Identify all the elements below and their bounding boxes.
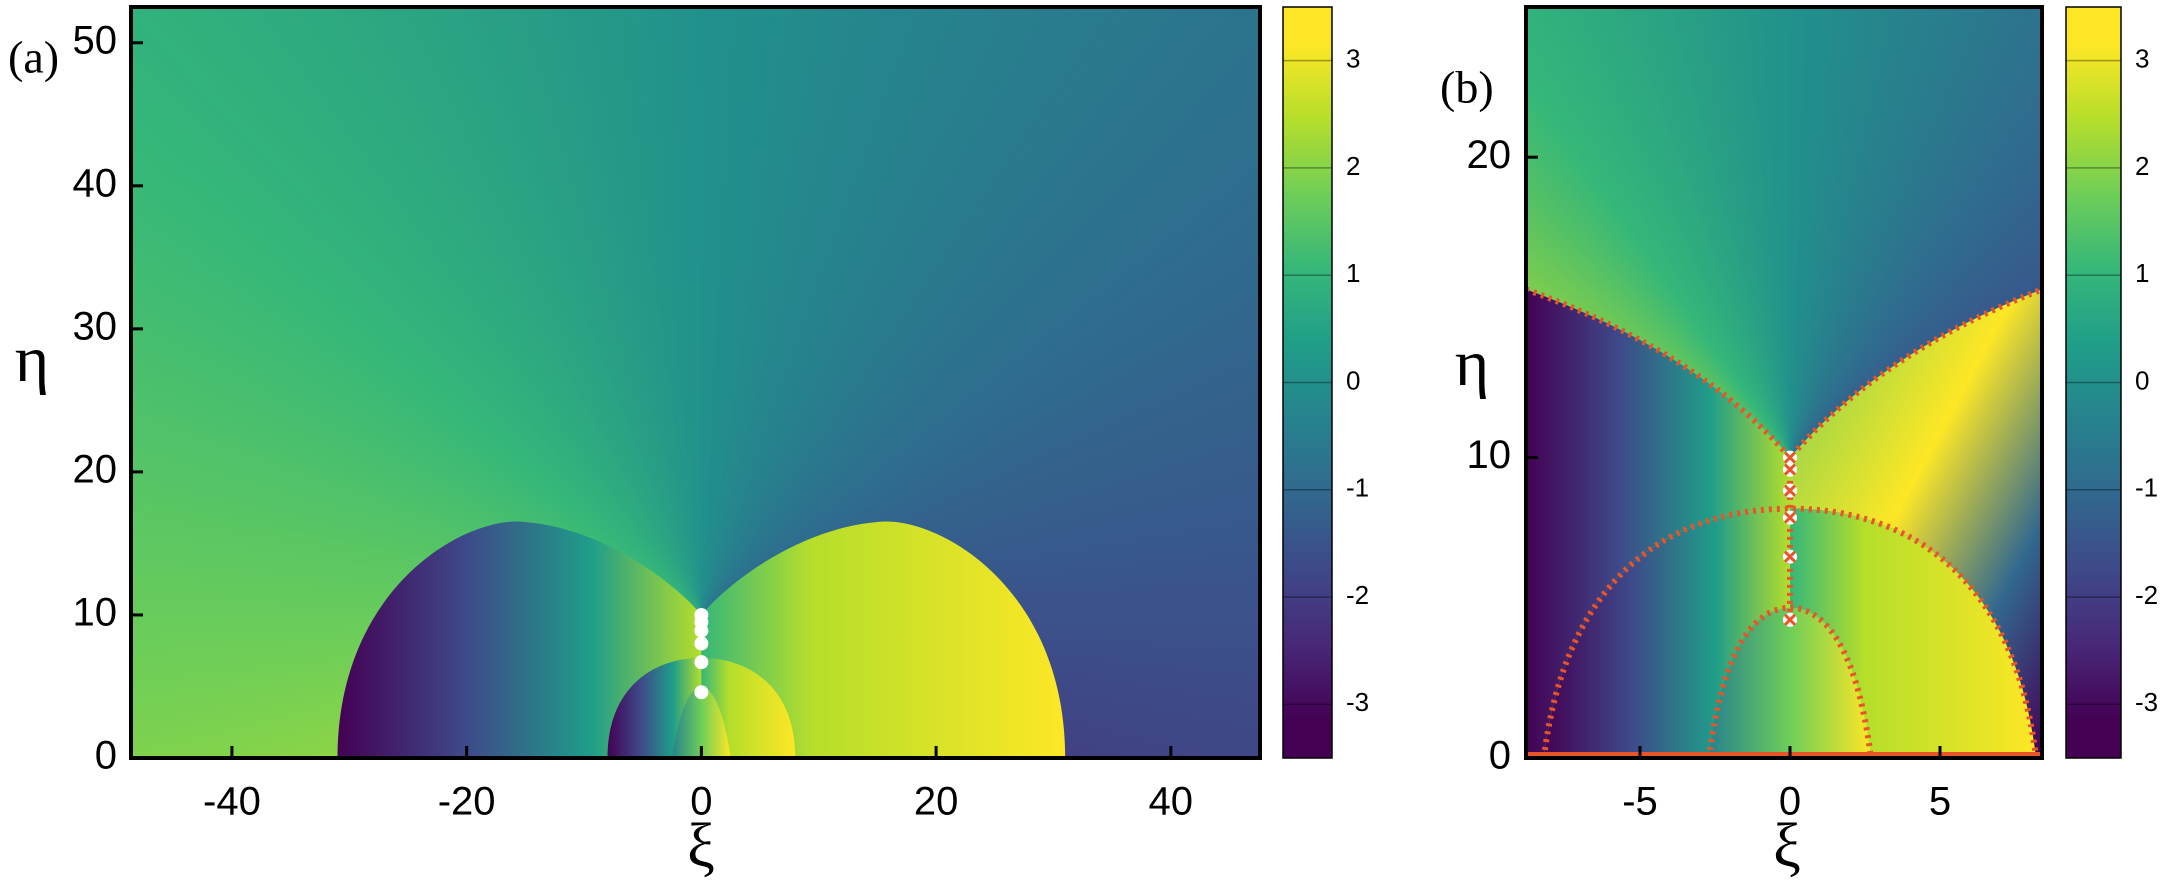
colorbar-tick-label: 0 — [2135, 365, 2149, 395]
phase-shapes — [337, 521, 1066, 758]
colorbar-tick-label: 0 — [1346, 365, 1360, 395]
zero-point — [694, 655, 709, 670]
cross-marker — [1783, 550, 1797, 563]
zero-point — [694, 685, 709, 700]
zero-point — [694, 607, 709, 622]
plot-frame — [129, 5, 1262, 760]
colorbar-tick-label: -1 — [1346, 473, 1369, 503]
y-axis-label: η — [1455, 327, 1490, 400]
colorbar-tick-label: -3 — [1346, 687, 1369, 717]
colorbar-tick-label: -1 — [2135, 473, 2158, 503]
cross-marker — [1783, 484, 1797, 497]
y-tick-label: 20 — [1467, 133, 1512, 177]
y-tick-label: 40 — [73, 161, 118, 205]
plot-frame — [1524, 5, 2044, 760]
colorbar-tick-label: -3 — [2135, 687, 2158, 717]
colorbar-tick-label: -2 — [1346, 580, 1369, 610]
colorbar-tick-label: 2 — [1346, 151, 1360, 181]
cross-marker — [1783, 451, 1797, 464]
phase-region — [337, 521, 702, 758]
phase-region — [701, 521, 1066, 758]
phase-region — [1709, 607, 1871, 758]
panel-label: (a) — [8, 32, 59, 83]
colorbar-tick-label: 1 — [2135, 258, 2149, 288]
cross-marker — [1783, 463, 1797, 476]
y-tick-label: 30 — [73, 304, 118, 348]
branch-cut — [1706, 604, 1874, 758]
colorbar — [1282, 6, 1333, 759]
phase-region — [1526, 289, 1790, 758]
colorbar-tick-label: 1 — [1346, 258, 1360, 288]
x-tick-label: -20 — [438, 780, 496, 824]
phase-region — [672, 686, 731, 758]
colorbar-tick-label: -2 — [2135, 580, 2158, 610]
colorbar-tick-label: 2 — [2135, 151, 2149, 181]
y-tick-label: 50 — [73, 18, 118, 62]
x-tick-label: 20 — [914, 780, 959, 824]
y-tick-label: 10 — [1467, 433, 1512, 477]
x-axis-label: ξ — [1773, 812, 1801, 880]
phase-shapes — [1526, 286, 2042, 758]
y-tick-label: 20 — [73, 447, 118, 491]
colorbar-tick-label: 3 — [1346, 44, 1360, 74]
y-tick-label: 0 — [1489, 734, 1511, 778]
x-tick-label: -40 — [203, 780, 261, 824]
x-tick-label: -5 — [1622, 780, 1658, 824]
panel: -40 -20 0 20 40 0 10 20 30 40 50 (a) ξ η -3 -2 -1 0 1 2 3 — [8, 5, 1369, 880]
panel: -5 0 5 0 10 20 (b) ξ η -3 -2 -1 0 1 2 3 — [1440, 5, 2158, 880]
x-tick-label: 40 — [1149, 780, 1194, 824]
branch-cut — [1541, 505, 2039, 758]
x-tick-label: 0 — [690, 780, 712, 824]
x-axis-label: ξ — [687, 812, 715, 880]
colorbar — [2065, 6, 2122, 759]
x-tick-label: 5 — [1929, 780, 1951, 824]
colorbar-tick-label: 3 — [2135, 44, 2149, 74]
y-tick-label: 10 — [73, 591, 118, 635]
y-tick-label: 0 — [95, 734, 117, 778]
panel-label: (b) — [1440, 62, 1494, 113]
zero-point — [694, 636, 709, 651]
x-tick-label: 0 — [1779, 780, 1801, 824]
phase-region — [1790, 289, 2042, 758]
cross-marker — [1783, 511, 1797, 524]
y-axis-label: η — [15, 323, 50, 396]
cross-marker — [1783, 613, 1797, 626]
